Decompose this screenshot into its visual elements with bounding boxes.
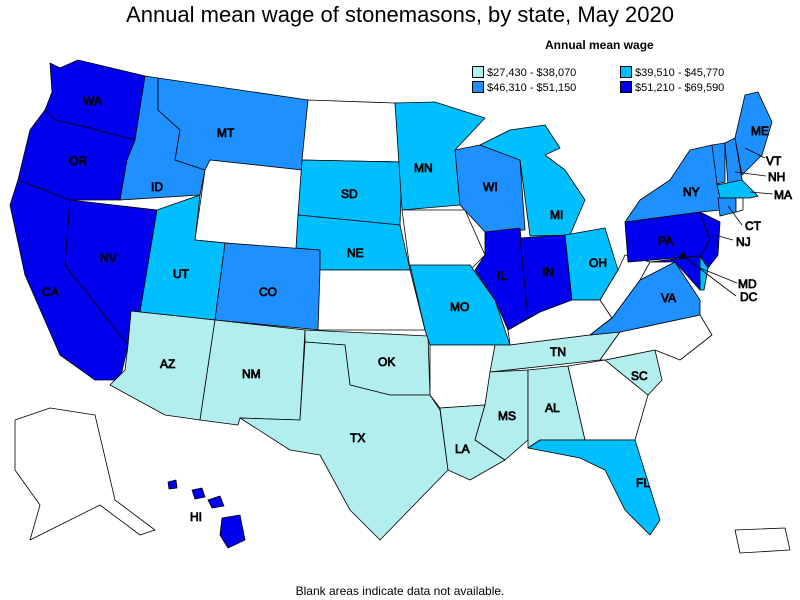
label-sc: SC — [631, 369, 648, 383]
leader-lines — [682, 147, 774, 297]
label-al: AL — [545, 401, 560, 415]
state-hi[interactable] — [167, 479, 246, 549]
label-tx: TX — [350, 431, 365, 445]
state-vt[interactable] — [711, 142, 726, 185]
label-or: OR — [69, 154, 87, 168]
label-ms: MS — [498, 409, 516, 423]
label-la: LA — [455, 442, 470, 456]
label-vt: VT — [766, 154, 782, 168]
legend-swatch — [472, 81, 484, 93]
label-ne: NE — [347, 246, 364, 260]
label-az: AZ — [160, 357, 175, 371]
label-ma: MA — [774, 188, 792, 202]
label-mi: MI — [550, 208, 563, 222]
label-ca: CA — [42, 285, 59, 299]
label-wi: WI — [483, 180, 498, 194]
state-fl[interactable] — [527, 439, 661, 536]
legend-item: $46,310 - $51,150 — [472, 81, 576, 95]
state-ri[interactable] — [735, 197, 744, 213]
legend-label: $46,310 - $51,150 — [487, 82, 577, 94]
state-me[interactable] — [734, 91, 773, 176]
state-wy[interactable] — [194, 159, 303, 251]
label-hi: HI — [190, 510, 202, 524]
label-nm: NM — [242, 367, 261, 381]
label-pa: PA — [658, 234, 673, 248]
label-va: VA — [661, 291, 676, 305]
label-md: MD — [738, 277, 757, 291]
state-ak[interactable] — [14, 407, 156, 541]
label-in: IN — [542, 265, 554, 279]
legend-item: $51,210 - $69,590 — [620, 81, 724, 95]
label-mn: MN — [414, 161, 433, 175]
legend-label: $39,510 - $45,770 — [635, 67, 725, 79]
label-ut: UT — [173, 267, 190, 281]
label-sd: SD — [341, 187, 358, 201]
state-de[interactable] — [699, 255, 709, 291]
legend-item: $39,510 - $45,770 — [620, 66, 724, 80]
legend-label: $51,210 - $69,590 — [635, 82, 725, 94]
state-ny[interactable] — [624, 144, 723, 223]
label-ok: OK — [378, 355, 395, 369]
state-mi[interactable] — [479, 124, 586, 237]
map-title: Annual mean wage of stonemasons, by stat… — [126, 2, 674, 27]
label-nj: NJ — [736, 235, 751, 249]
label-il: IL — [497, 269, 507, 283]
label-id: ID — [151, 180, 163, 194]
label-mt: MT — [217, 126, 235, 140]
label-dc: DC — [740, 290, 758, 304]
legend-title: Annual mean wage — [545, 38, 654, 52]
state-ia[interactable] — [401, 209, 486, 271]
legend-label: $27,430 - $38,070 — [487, 67, 577, 79]
legend-swatch — [472, 66, 484, 78]
state-tx[interactable] — [239, 341, 449, 541]
label-mo: MO — [450, 300, 469, 314]
label-oh: OH — [589, 256, 607, 270]
state-ma[interactable] — [716, 179, 759, 199]
state-ks[interactable] — [317, 269, 426, 331]
footnote: Blank areas indicate data not available. — [295, 584, 505, 598]
label-ny: NY — [683, 185, 700, 199]
state-ga[interactable] — [567, 359, 649, 441]
state-nd[interactable] — [301, 99, 403, 163]
state-ar[interactable] — [429, 344, 496, 409]
label-wa: WA — [83, 94, 102, 108]
legend-item: $27,430 - $38,070 — [472, 66, 576, 80]
label-tn: TN — [550, 345, 566, 359]
label-nh: NH — [768, 170, 785, 184]
state-pr[interactable] — [734, 527, 791, 554]
state-mt[interactable] — [157, 77, 309, 171]
legend-swatch — [620, 66, 632, 78]
label-nv: NV — [100, 251, 117, 265]
label-ct: CT — [745, 219, 762, 233]
label-fl: FL — [636, 476, 650, 490]
label-co: CO — [259, 285, 277, 299]
label-me: ME — [751, 124, 769, 138]
legend-swatch — [620, 81, 632, 93]
